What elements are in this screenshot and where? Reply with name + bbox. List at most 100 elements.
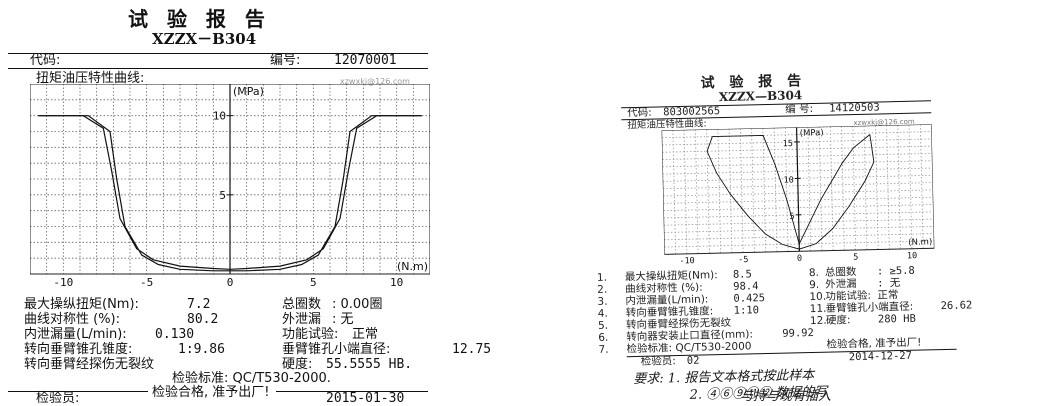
result-value: 正常	[877, 289, 898, 301]
external-leak-value: : 无	[332, 312, 354, 327]
inspector-label: 检验员:	[36, 391, 79, 406]
result-label: 最大操纵扭矩(Nm):	[625, 269, 718, 283]
code-label: 代码:	[627, 107, 652, 120]
handwritten-note-line-1: 要求: 1. 报告文本格式按此样本	[633, 368, 814, 387]
grid-line	[819, 127, 822, 251]
x-tick-label: 5	[310, 276, 317, 288]
result-value: 0.425	[733, 292, 765, 305]
item-number: 11.	[810, 303, 827, 315]
report-title: 试 验 报 告	[128, 8, 271, 30]
result-label: 总圈数	[825, 266, 857, 279]
grid-line	[887, 125, 890, 249]
x-tick-label: 0	[797, 254, 802, 264]
torque-pressure-chart: 5 10 -10 -5 0 5 10 (MPa) (N.m)	[30, 84, 430, 288]
code-label: 代码:	[30, 53, 60, 68]
x-tick-label: 5	[853, 252, 858, 262]
grid-line	[774, 128, 777, 252]
hardness-label: 硬度:	[282, 357, 312, 372]
item-number: 3.	[597, 296, 607, 308]
series-line-2	[712, 133, 872, 246]
internal-leak-label: 内泄漏量(L/min):	[24, 327, 127, 342]
report-model: XZZX－B304	[152, 31, 256, 48]
serial-value: 12070001	[334, 53, 397, 68]
grid-line	[830, 127, 833, 251]
item-number: 7.	[598, 344, 608, 356]
result-label: 外泄漏	[825, 278, 857, 291]
report-date: 2014-12-27	[849, 350, 912, 363]
grid-line	[740, 129, 743, 253]
symmetry-value: 80.2	[187, 312, 218, 327]
grid-line	[695, 130, 698, 254]
item-number: 1.	[597, 272, 607, 284]
item-number: 9.	[809, 279, 819, 291]
inspector-label: 检验员:	[641, 355, 676, 368]
grid-line	[909, 125, 912, 249]
bore-diameter-value: 12.75	[452, 342, 491, 357]
grid-line	[898, 125, 901, 249]
x-tick-label: 0	[227, 276, 234, 288]
grid-line	[729, 129, 732, 253]
grid-line	[808, 127, 811, 251]
y-tick-label: 10	[213, 110, 226, 123]
function-test-label: 功能试验:	[282, 327, 338, 342]
item-number: 6.	[598, 332, 608, 344]
result-value: 8.5	[733, 268, 752, 280]
total-turns-value: : 0.00圈	[332, 297, 382, 312]
result-label: 检验合格, 准予出厂!	[826, 337, 921, 351]
result-value: 98.4	[733, 280, 759, 293]
x-tick-label: -5	[738, 255, 748, 265]
serial-label: 编 号:	[785, 103, 813, 116]
left-test-report: 试 验 报 告 XZZX－B304 代码: 编号: 12070001 扭矩油压特…	[0, 0, 510, 405]
grid-line	[842, 126, 845, 250]
taper-label: 转向垂臂锥孔锥度:	[24, 342, 132, 357]
report-date: 2015-01-30	[326, 391, 404, 406]
grid-line	[875, 126, 878, 250]
x-axis-label: (N.m)	[908, 237, 932, 248]
grid-line	[752, 128, 755, 252]
item-number: 4.	[598, 308, 608, 320]
pass-text: 检验合格, 准予出厂!	[152, 385, 269, 400]
result-value: : 无	[877, 277, 900, 290]
internal-leak-value: 0.130	[155, 327, 194, 342]
x-tick-label: -10	[679, 256, 695, 266]
grid-line	[673, 130, 676, 254]
standard-text: 检验标准: QC/T530-2000.	[172, 371, 331, 386]
y-axis-label: (MPa)	[233, 85, 264, 98]
max-torque-label: 最大操纵扭矩(Nm):	[24, 297, 139, 312]
external-leak-label: 外泄漏	[282, 312, 321, 327]
grid-line	[853, 126, 856, 250]
x-tick-label: 10	[390, 276, 403, 288]
total-turns-label: 总圈数	[282, 297, 321, 312]
grid-line	[864, 126, 867, 250]
result-value: : ≥5.8	[877, 265, 915, 278]
item-number: 10.	[809, 291, 826, 303]
result-value: 1:10	[734, 304, 760, 317]
x-tick-label: -5	[140, 276, 153, 288]
report-model: XZZX—B304	[719, 88, 803, 104]
y-tick-label: 15	[783, 139, 793, 149]
result-value: 99.92	[782, 327, 814, 340]
grid-line	[684, 130, 687, 254]
serial-label: 编号:	[270, 53, 300, 68]
inspector-value: 02	[687, 355, 700, 367]
result-value: 280 HB	[878, 313, 916, 326]
item-number: 5.	[598, 320, 608, 332]
bore-diameter-label: 垂臂锥孔小端直径:	[282, 342, 390, 357]
result-label: 硬度:	[826, 314, 851, 327]
x-tick-label: -10	[53, 276, 73, 288]
function-test-value: 正常	[352, 327, 378, 342]
y-tick-label: 5	[219, 189, 226, 202]
y-axis-label: (MPa)	[800, 128, 824, 139]
handwritten-note-line-3: 与持与现有插入	[740, 389, 831, 404]
item-number: 12.	[810, 315, 827, 327]
divider	[8, 68, 428, 69]
result-value: 26.62	[941, 299, 973, 312]
y-axis	[797, 127, 800, 251]
symmetry-label: 曲线对称性 (%):	[24, 312, 120, 327]
result-label: 功能试验:	[825, 290, 871, 303]
item-number: 8.	[809, 267, 819, 279]
item-number: 2.	[597, 284, 607, 296]
x-axis-label: (N.m)	[397, 260, 428, 273]
y-tick-label: 10	[783, 175, 793, 185]
